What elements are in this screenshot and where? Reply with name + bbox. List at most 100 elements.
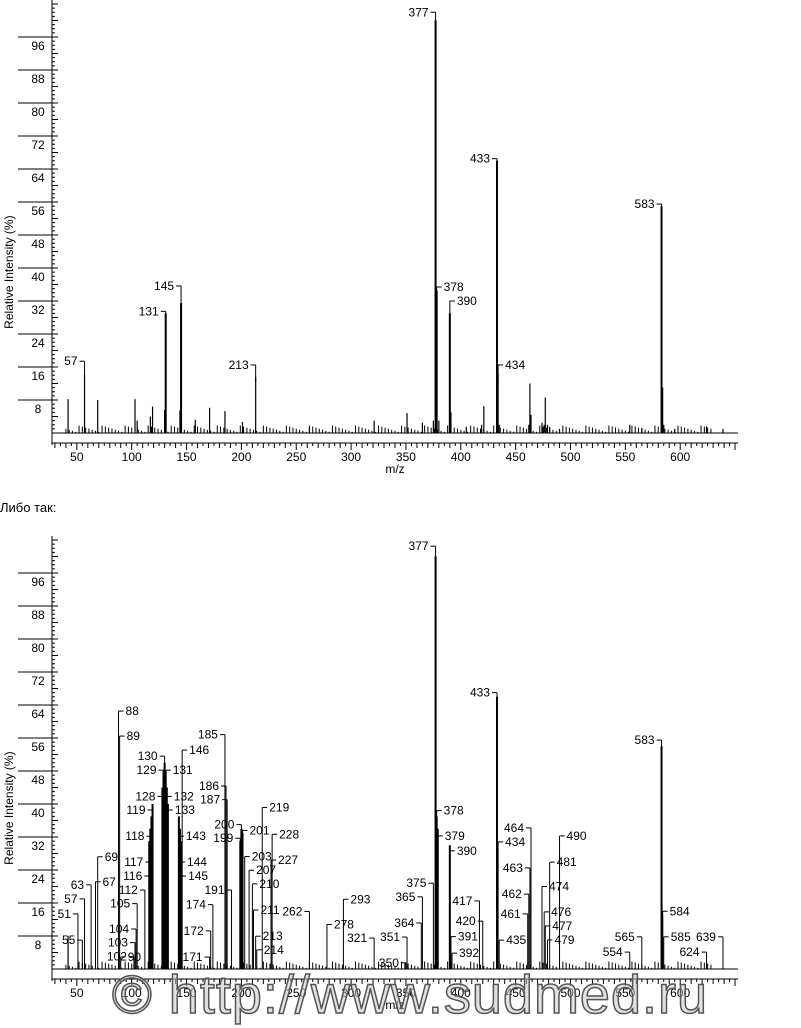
peak-label: 584 (670, 904, 690, 918)
peak-label: 262 (282, 904, 302, 918)
peak-label: 433 (470, 152, 490, 166)
peak-label: 585 (671, 930, 691, 944)
peak-label: 476 (551, 905, 571, 919)
peak-label: 293 (350, 892, 370, 906)
peak-label: 57 (64, 892, 78, 906)
peak-label: 434 (505, 358, 525, 372)
y-tick-label: 96 (31, 39, 45, 53)
y-tick-label: 80 (31, 105, 45, 119)
separator-text: Либо так: (0, 500, 57, 515)
peak-label: 379 (445, 829, 465, 843)
x-tick-label: 350 (396, 450, 416, 464)
y-tick-label: 24 (31, 336, 45, 350)
peak-label: 417 (452, 894, 472, 908)
peak-label: 187 (200, 793, 220, 807)
peak-label: 145 (188, 869, 208, 883)
y-tick-label: 72 (31, 674, 45, 688)
y-tick-label: 32 (31, 839, 45, 853)
peak-label: 131 (139, 304, 159, 318)
y-axis-label: Relative Intensity (%) (2, 215, 16, 328)
x-tick-label: 600 (670, 450, 690, 464)
peak-label: 365 (395, 890, 415, 904)
peak-label: 67 (102, 875, 116, 889)
y-tick-label: 72 (31, 138, 45, 152)
x-tick-label: 100 (122, 450, 142, 464)
peak-label: 583 (635, 733, 655, 747)
peak-label: 420 (456, 914, 476, 928)
peak-label: 132 (174, 789, 194, 803)
peak-label: 463 (503, 861, 523, 875)
peak-label: 321 (347, 931, 367, 945)
peak-label: 434 (505, 835, 525, 849)
peak-label: 377 (409, 5, 429, 19)
peak-label: 462 (502, 887, 522, 901)
x-tick-label: 150 (177, 450, 197, 464)
y-tick-label: 40 (31, 806, 45, 820)
y-tick-label: 48 (31, 237, 45, 251)
peak-label: 117 (124, 855, 143, 869)
spectrum-chart-1: 8 16 24 32 40 48 56 64 72 80 88 96 Relative Intensit… (2, 0, 738, 476)
spectrum-chart-2: 8 16 24 32 40 48 56 64 72 80 88 96 Relative Intensit… (2, 536, 738, 1012)
y-tick-label: 40 (31, 270, 45, 284)
y-tick-label: 88 (31, 72, 45, 86)
peak-label: 55 (62, 933, 76, 947)
y-tick-label: 56 (31, 204, 45, 218)
watermark-image (112, 958, 801, 1028)
peak-label: 461 (501, 907, 521, 921)
peak-label: 435 (506, 933, 526, 947)
peak-label: 228 (279, 827, 299, 841)
peak-label: 128 (135, 789, 155, 803)
peak-label: 143 (186, 829, 206, 843)
y-axis-label: Relative Intensity (%) (2, 751, 16, 864)
peak-label: 378 (444, 280, 464, 294)
peak-label: 583 (635, 197, 655, 211)
peak-label: 477 (552, 919, 572, 933)
peak-label: 133 (175, 803, 195, 817)
peak-label: 211 (260, 903, 279, 917)
peak-label: 88 (126, 704, 140, 718)
y-tick-label: 64 (31, 707, 45, 721)
y-tick-label: 56 (31, 740, 45, 754)
y-tick-label: 8 (35, 938, 42, 952)
x-tick-label: 400 (451, 450, 471, 464)
peak-label: 214 (264, 943, 284, 957)
peak-label: 624 (679, 945, 699, 959)
peak-label: 118 (125, 829, 144, 843)
peak-label: 145 (154, 279, 174, 293)
peak-label: 69 (105, 850, 119, 864)
peak-label: 119 (126, 803, 145, 817)
x-axis-label: m/z (385, 462, 404, 476)
y-tick-label: 48 (31, 773, 45, 787)
y-tick-label: 64 (31, 171, 45, 185)
peak-label: 191 (204, 883, 224, 897)
y-tick-label: 32 (31, 303, 45, 317)
peak-label: 375 (406, 876, 426, 890)
peak-label: 129 (136, 763, 156, 777)
peak-label: 131 (173, 763, 193, 777)
y-tick-label: 80 (31, 641, 45, 655)
peak-label: 278 (334, 917, 354, 931)
peak-label: 378 (444, 804, 464, 818)
peak-label: 391 (458, 930, 478, 944)
peak-label: 130 (138, 749, 158, 763)
peak-label: 351 (380, 930, 400, 944)
peak-label: 57 (64, 354, 78, 368)
peak-label: 186 (199, 779, 219, 793)
peak-label: 213 (263, 929, 283, 943)
peak-label: 112 (119, 883, 138, 897)
y-tick-label: 24 (31, 872, 45, 886)
peak-label: 390 (457, 294, 477, 308)
x-tick-label: 50 (70, 986, 84, 1000)
peak-label: 51 (58, 907, 72, 921)
peak-label: 464 (504, 821, 524, 835)
peak-label: 227 (278, 853, 298, 867)
peak-label: 144 (187, 855, 207, 869)
peak-label: 490 (567, 829, 587, 843)
peak-label: 116 (123, 869, 142, 883)
peak-label: 213 (229, 358, 249, 372)
peak-label: 207 (256, 863, 276, 877)
peak-label: 185 (198, 728, 218, 742)
peak-label: 172 (184, 924, 204, 938)
peak-label: 63 (71, 878, 85, 892)
